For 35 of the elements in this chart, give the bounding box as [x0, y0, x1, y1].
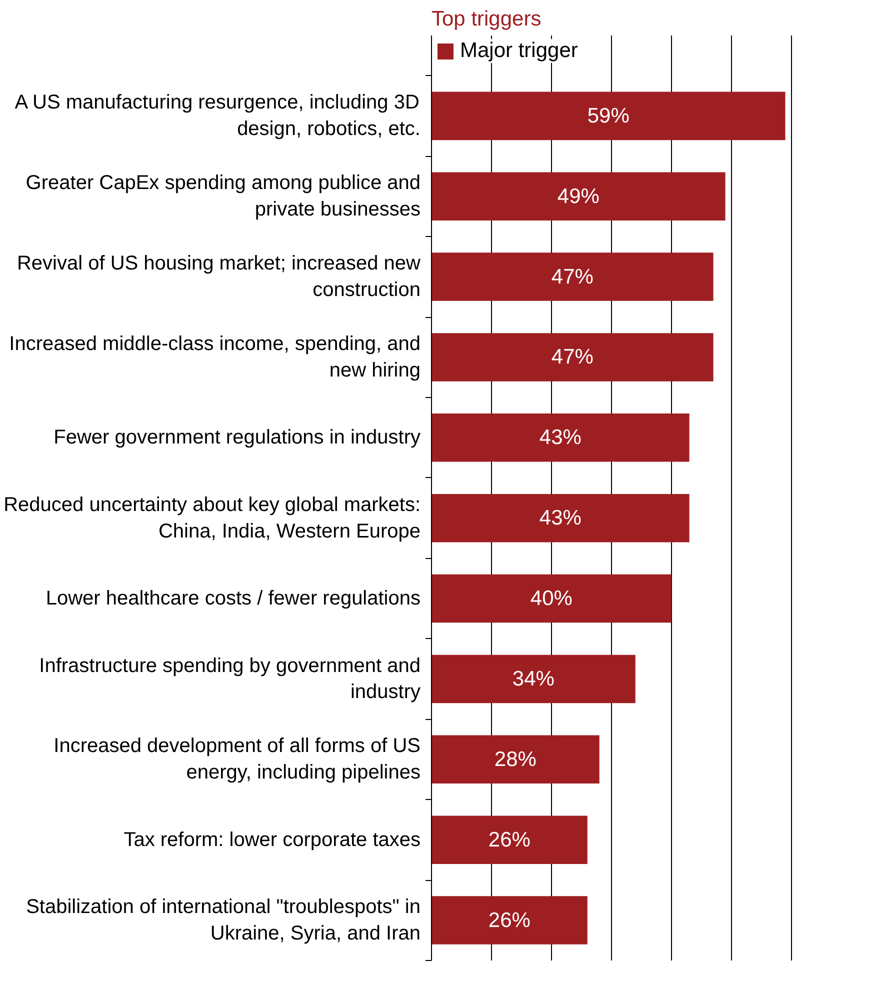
data-label: 40%: [530, 587, 572, 610]
bar: [432, 252, 714, 301]
data-label: 43%: [539, 506, 582, 530]
y-tick-label: Revival of US housing market; increased new construction: [16, 252, 422, 302]
data-label: 43%: [539, 426, 582, 450]
bar: [432, 574, 672, 623]
data-label: 34%: [512, 667, 554, 690]
data-label: 47%: [551, 265, 594, 288]
y-tick-label: Tax reform: lower corporate taxes: [124, 828, 421, 851]
chart-title: Top triggers: [432, 8, 542, 30]
bar: [432, 92, 786, 140]
y-tick-label: Increased development of all forms of US energy, including pipelines: [54, 735, 421, 784]
bar: [432, 654, 636, 704]
data-label: 59%: [587, 104, 630, 128]
y-tick-label: Infrastructure spending by government and industry: [39, 654, 421, 704]
data-label: 26%: [488, 908, 530, 932]
bar: [432, 816, 588, 864]
y-tick-label: Greater CapEx spending among publice and private businesses: [26, 172, 421, 221]
legend-label: Major trigger: [460, 39, 578, 63]
y-tick-label: Stabilization of international "troublespots" in Ukraine, Syria, and Iran: [26, 896, 421, 944]
y-tick-label: Lower healthcare costs / fewer regulations: [46, 588, 420, 610]
data-label: 28%: [494, 748, 536, 771]
bar: [432, 172, 726, 220]
data-label: 26%: [488, 828, 530, 852]
bar: [432, 414, 690, 462]
data-label: 47%: [551, 346, 594, 369]
bar: [432, 735, 600, 784]
bar: [432, 896, 588, 944]
bar: [432, 494, 690, 542]
y-tick-label: Fewer government regulations in industry: [54, 426, 421, 449]
y-tick-label: A US manufacturing resurgence, including 3D design, robotics, etc.: [14, 92, 421, 140]
y-tick-label: Reduced uncertainty about key global markets: China, India, Western Europe: [4, 494, 421, 542]
y-tick-label: Increased middle-class income, spending, and new hiring: [9, 333, 421, 382]
data-label: 49%: [557, 184, 600, 208]
bar: [432, 333, 714, 382]
